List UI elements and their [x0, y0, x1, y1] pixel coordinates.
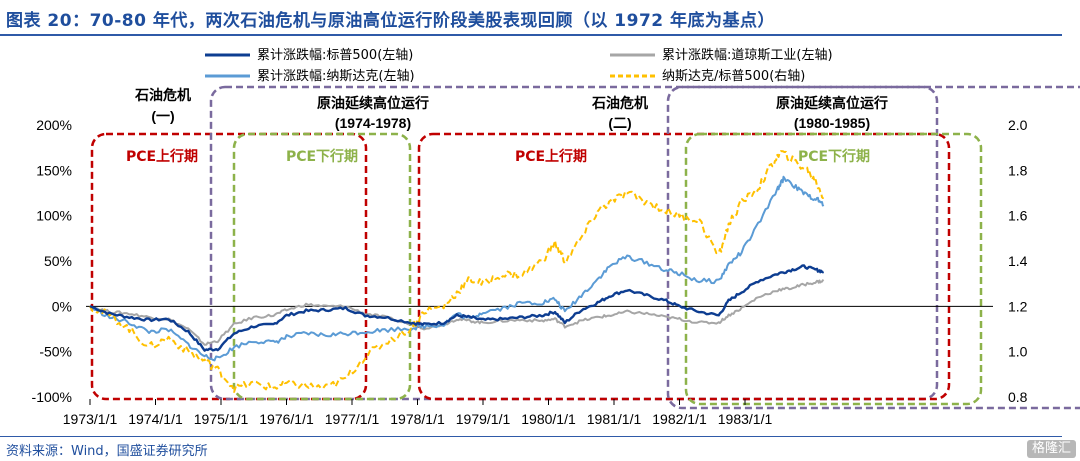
pce-box-high-2: [684, 132, 983, 406]
title-divider: [0, 34, 1062, 36]
left-axis-tick: -50%: [39, 344, 72, 360]
x-axis-tick-label: 1983/1/1: [718, 411, 773, 427]
period-title-high-2: 原油延续高位运行: [776, 95, 888, 112]
footer-divider: [0, 436, 1062, 437]
x-axis-tick-label: 1976/1/1: [259, 411, 314, 427]
pce-label-crisis-2: PCE上行期: [515, 148, 587, 165]
period-box-high-1: [209, 85, 939, 401]
x-axis-tick-label: 1980/1/1: [521, 411, 576, 427]
period-box-crisis-1: [90, 132, 368, 401]
period-title-crisis-2: 石油危机: [591, 95, 648, 112]
period-subtitle-crisis-1: (一): [151, 108, 174, 124]
left-axis-tick: 150%: [36, 162, 72, 178]
right-axis-tick: 1.4: [1008, 253, 1028, 269]
right-axis-tick: 1.8: [1008, 162, 1028, 178]
pce-label-high-2: PCE下行期: [798, 148, 870, 165]
left-axis-tick: 0%: [52, 298, 72, 314]
x-axis-tick-label: 1981/1/1: [587, 411, 642, 427]
left-axis-tick: 50%: [44, 253, 72, 269]
right-axis-tick: 1.2: [1008, 298, 1028, 314]
series-line-3: [89, 150, 825, 393]
legend-label-3: 纳斯达克/标普500(右轴): [662, 69, 805, 84]
x-axis-tick-label: 1974/1/1: [128, 411, 183, 427]
x-axis-tick-label: 1975/1/1: [194, 411, 249, 427]
pce-box-high-1: [232, 132, 412, 401]
figure-title: 图表 20：70-80 年代，两次石油危机与原油高位运行阶段美股表现回顾（以 1…: [6, 11, 776, 31]
period-title-high-1: 原油延续高位运行: [317, 95, 429, 112]
series-line-1: [89, 279, 825, 346]
period-subtitle-crisis-2: (二): [608, 115, 631, 131]
right-axis-tick: 1.6: [1008, 208, 1028, 224]
chart-series: [89, 150, 825, 393]
period-subtitle-high-1: (1974-1978): [335, 115, 411, 131]
chart-axes: -100% -50% 0% 50% 100% 150% 200% 0.8 1.0 1.2 1.4 1.…: [32, 117, 1028, 427]
period-box-high-2: [666, 85, 1080, 410]
left-axis-tick: 200%: [36, 117, 72, 133]
left-axis-tick: 100%: [36, 208, 72, 224]
right-axis-tick: 1.0: [1008, 344, 1028, 360]
x-axis-tick-label: 1977/1/1: [325, 411, 380, 427]
right-axis-tick: 0.8: [1008, 389, 1028, 405]
x-axis-tick-label: 1979/1/1: [456, 411, 511, 427]
pce-label-high-1: PCE下行期: [286, 148, 358, 165]
period-box-crisis-2: [417, 132, 951, 401]
period-subtitle-high-2: (1980-1985): [794, 115, 870, 131]
watermark-logo: 格隆汇: [1026, 440, 1076, 458]
legend-label-0: 累计涨跌幅:标普500(左轴): [257, 47, 413, 63]
legend-label-1: 累计涨跌幅:道琼斯工业(左轴): [662, 47, 833, 63]
x-axis-tick-label: 1973/1/1: [63, 411, 118, 427]
source-note: 资料来源：Wind，国盛证券研究所: [6, 444, 208, 459]
x-axis-tick-label: 1982/1/1: [652, 411, 707, 427]
pce-label-crisis-1: PCE上行期: [126, 148, 198, 165]
legend-label-2: 累计涨跌幅:纳斯达克(左轴): [257, 68, 415, 84]
period-boxes: 石油危机 (一) PCE上行期 原油延续高位运行 (1974-1978) PCE下行期 石油…: [90, 85, 1080, 410]
series-line-2: [89, 175, 825, 362]
series-line-0: [89, 264, 825, 352]
left-axis-tick: -100%: [32, 389, 72, 405]
x-axis-tick-label: 1978/1/1: [390, 411, 445, 427]
right-axis-tick: 2.0: [1008, 117, 1028, 133]
chart-legend: 累计涨跌幅:标普500(左轴) 累计涨跌幅:道琼斯工业(左轴) 累计涨跌幅:纳斯达克…: [205, 47, 833, 84]
period-title-crisis-1: 石油危机: [134, 87, 191, 104]
